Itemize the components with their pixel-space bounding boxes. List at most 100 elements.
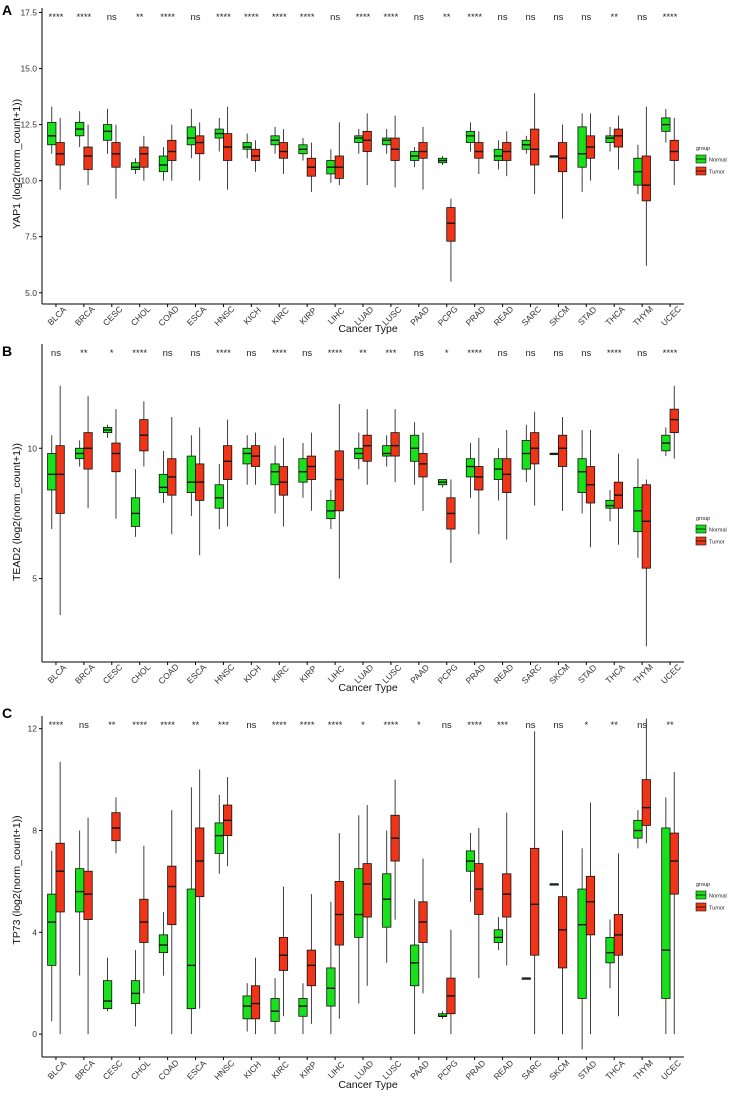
normal-box-read bbox=[493, 917, 503, 951]
significance-label: ns bbox=[330, 12, 340, 23]
normal-box-ucec bbox=[661, 797, 671, 1035]
significance-label: **** bbox=[356, 12, 371, 23]
significance-label: *** bbox=[218, 720, 229, 731]
x-tick-label: CESC bbox=[101, 662, 125, 686]
legend-entry: Normal bbox=[709, 894, 727, 900]
x-tick-label: STAD bbox=[576, 1059, 599, 1082]
significance-label: ** bbox=[359, 348, 367, 359]
iqr-box bbox=[633, 819, 643, 839]
significance-label: **** bbox=[272, 12, 287, 23]
normal-box-blca bbox=[47, 850, 57, 1022]
tumor-box-lihc bbox=[334, 403, 344, 579]
x-tick-label: KIRC bbox=[269, 663, 290, 684]
normal-box-blca bbox=[47, 435, 57, 530]
iqr-box bbox=[605, 135, 615, 143]
normal-box-paad bbox=[410, 422, 420, 485]
normal-box-ucec bbox=[661, 108, 671, 143]
iqr-box bbox=[158, 473, 169, 493]
iqr-box bbox=[354, 135, 364, 143]
normal-box-ucec bbox=[661, 427, 671, 457]
iqr-box bbox=[493, 148, 503, 161]
normal-box-read bbox=[493, 448, 503, 501]
y-tick-label: 5 bbox=[32, 574, 37, 584]
tumor-box-skcm bbox=[557, 830, 568, 1035]
x-tick-label: PRAD bbox=[464, 1058, 488, 1082]
significance-label: **** bbox=[328, 348, 343, 359]
significance-label: **** bbox=[132, 720, 147, 731]
normal-box-sarc bbox=[521, 977, 531, 980]
significance-label: **** bbox=[76, 12, 91, 23]
iqr-box bbox=[306, 455, 316, 480]
tumor-box-kirc bbox=[278, 129, 289, 174]
tumor-box-ucec bbox=[669, 385, 679, 459]
x-tick-label: LUSC bbox=[380, 1058, 403, 1081]
normal-box-kich bbox=[242, 983, 252, 1032]
iqr-box bbox=[186, 455, 196, 493]
tumor-box-paad bbox=[418, 858, 428, 994]
normal-box-skcm bbox=[549, 155, 559, 158]
tumor-box-kich bbox=[250, 140, 261, 172]
significance-label: ** bbox=[192, 720, 200, 731]
tumor-box-prad bbox=[474, 131, 484, 174]
x-tick-label: BRCA bbox=[73, 304, 97, 328]
tumor-box-stad bbox=[585, 430, 596, 548]
x-tick-label: BLCA bbox=[45, 662, 68, 685]
significance-label: ns bbox=[581, 348, 591, 359]
tumor-box-read bbox=[502, 812, 512, 966]
tumor-box-kirc bbox=[278, 886, 289, 1017]
y-tick-label: 10.0 bbox=[20, 176, 37, 186]
significance-label: * bbox=[417, 720, 421, 731]
significance-label: ns bbox=[637, 348, 647, 359]
significance-label: **** bbox=[216, 12, 231, 23]
iqr-box bbox=[362, 863, 372, 918]
tumor-box-lihc bbox=[334, 122, 344, 186]
x-tick-label: BRCA bbox=[73, 1058, 97, 1082]
significance-label: **** bbox=[49, 720, 64, 731]
x-tick-label: SARC bbox=[519, 304, 543, 328]
iqr-box bbox=[362, 130, 372, 152]
x-tick-label: HNSC bbox=[212, 662, 236, 686]
legend-entry: Normal bbox=[709, 528, 727, 534]
normal-box-cesc bbox=[103, 957, 113, 1012]
normal-box-thym bbox=[633, 810, 643, 849]
x-tick-label: PCPG bbox=[436, 1058, 460, 1082]
significance-label: ns bbox=[525, 720, 535, 731]
x-tick-label: COAD bbox=[156, 662, 180, 686]
x-tick-label: THCA bbox=[603, 1058, 627, 1082]
iqr-box bbox=[242, 142, 252, 150]
significance-label: ns bbox=[525, 348, 535, 359]
normal-box-luad bbox=[354, 815, 364, 1004]
normal-box-esca bbox=[186, 435, 196, 517]
tumor-box-prad bbox=[474, 827, 484, 979]
normal-box-hnsc bbox=[214, 117, 224, 152]
iqr-box bbox=[167, 139, 177, 161]
tumor-box-luad bbox=[362, 409, 372, 485]
normal-box-cesc bbox=[103, 108, 113, 154]
normal-box-sarc bbox=[521, 424, 531, 483]
iqr-box bbox=[250, 148, 261, 161]
significance-label: ** bbox=[611, 12, 619, 23]
normal-box-kirc bbox=[270, 978, 280, 1035]
iqr-box bbox=[474, 466, 484, 491]
iqr-box bbox=[577, 458, 587, 493]
significance-label: **** bbox=[467, 12, 482, 23]
significance-label: *** bbox=[497, 720, 508, 731]
tumor-box-thym bbox=[641, 106, 651, 266]
x-tick-label: KIRP bbox=[298, 1059, 319, 1080]
normal-box-pcpg bbox=[437, 156, 448, 165]
significance-label: ** bbox=[108, 720, 116, 731]
legend-entry: Normal bbox=[709, 158, 727, 164]
significance-label: ns bbox=[79, 720, 89, 731]
significance-label: ns bbox=[163, 348, 173, 359]
x-tick-label: COAD bbox=[156, 1058, 180, 1082]
significance-label: ns bbox=[637, 12, 647, 23]
normal-box-luad bbox=[354, 432, 364, 470]
significance-label: ** bbox=[611, 720, 619, 731]
iqr-box bbox=[306, 949, 316, 987]
y-tick-label: 10 bbox=[28, 443, 38, 453]
iqr-box bbox=[661, 827, 671, 999]
iqr-box bbox=[242, 447, 252, 465]
x-tick-label: KIRC bbox=[269, 1059, 290, 1080]
tumor-box-luad bbox=[362, 113, 372, 186]
x-tick-label: LUAD bbox=[352, 1058, 375, 1081]
